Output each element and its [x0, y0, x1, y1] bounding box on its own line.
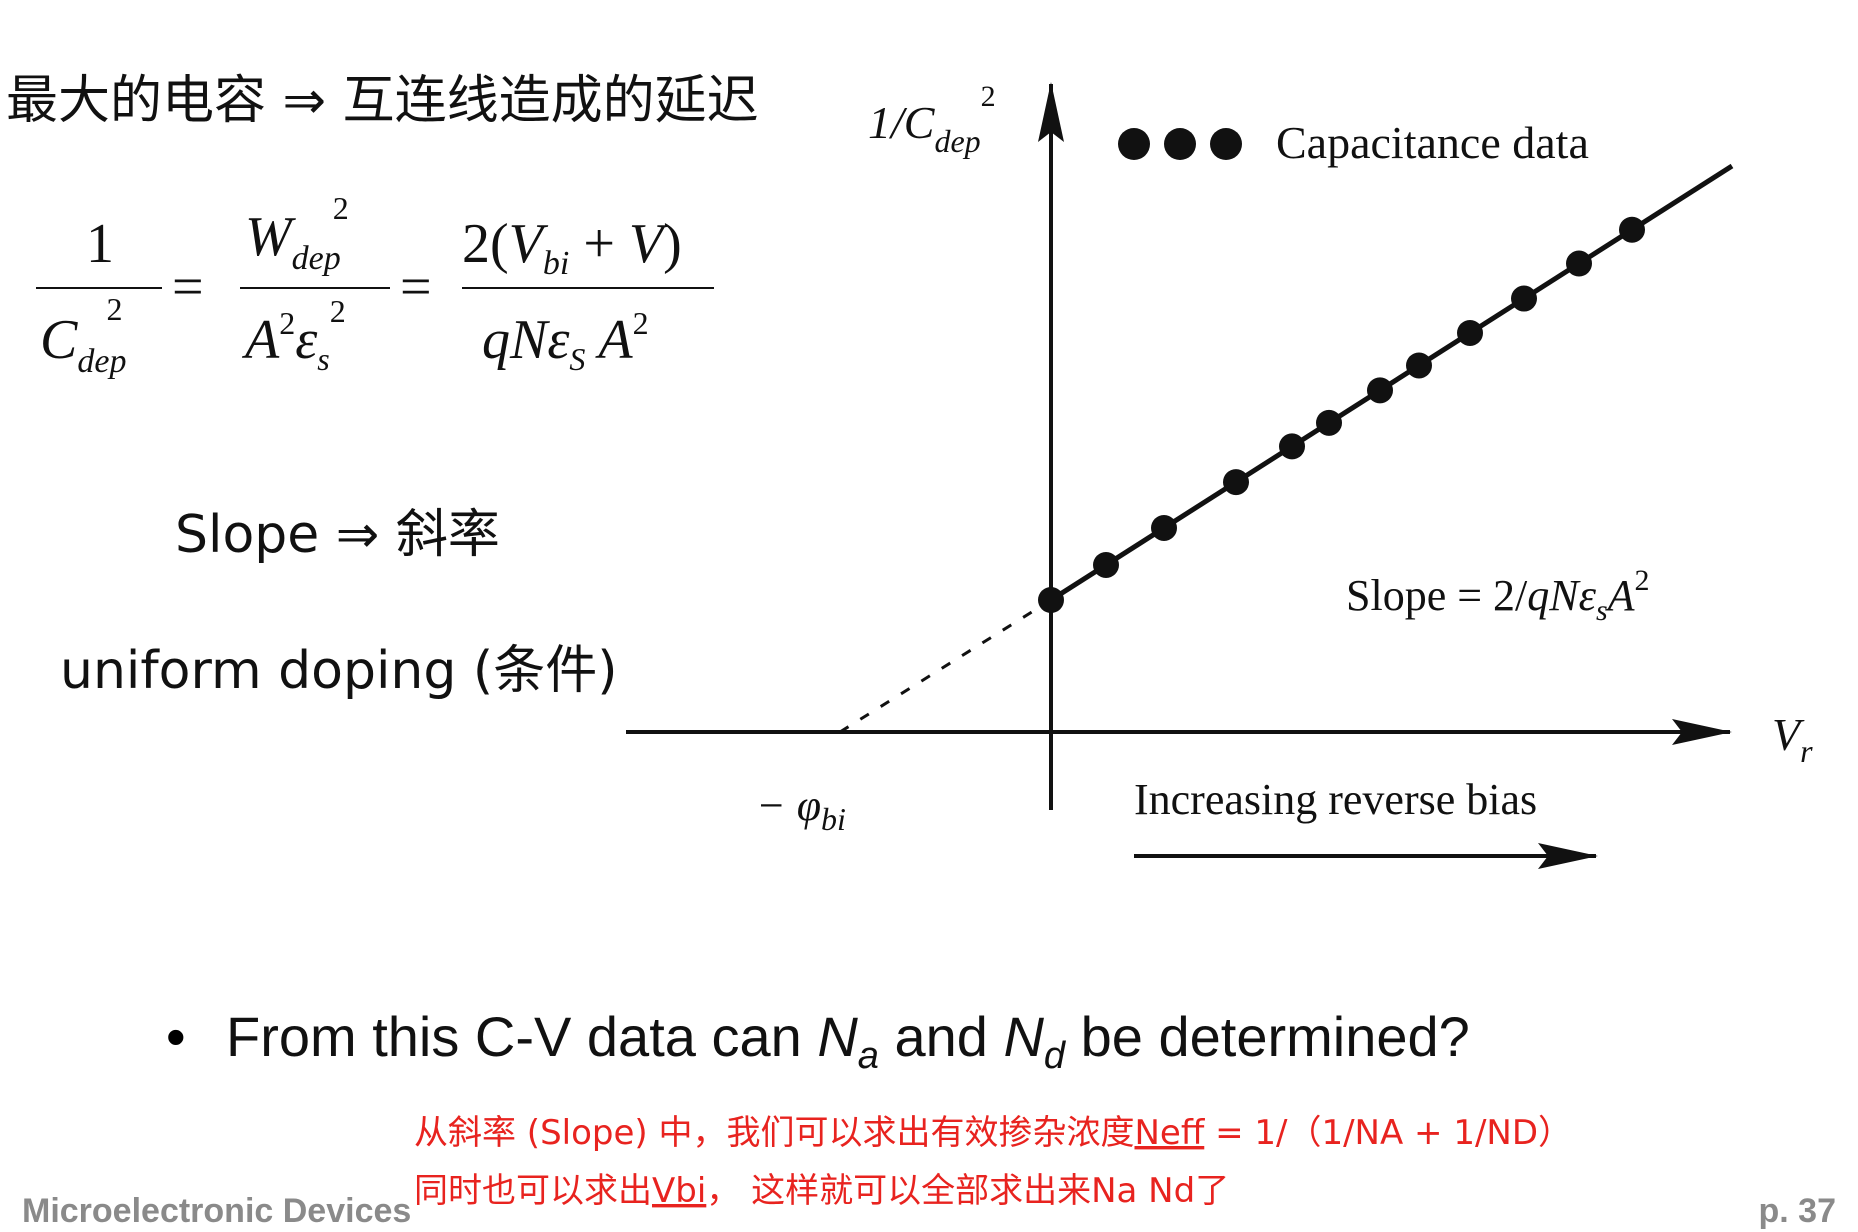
eq-text: 2(Vbi + V): [462, 213, 682, 282]
label-sub: r: [1800, 733, 1813, 769]
label-part: − φ: [756, 781, 821, 830]
eq-sub: bi: [543, 245, 569, 282]
arrow-label: Increasing reverse bias: [1134, 775, 1537, 824]
eq-text: =: [400, 256, 432, 318]
data-point: [1619, 216, 1645, 243]
eq-part: 2(: [462, 213, 509, 275]
eq-text: 1: [86, 213, 114, 275]
text-part: be determined?: [1065, 1005, 1470, 1068]
data-point: [1316, 409, 1342, 436]
bullet-text: From this C-V data can Na and Nd be dete…: [226, 1005, 1470, 1077]
text-part: Vbi: [652, 1171, 706, 1211]
eq-sub: dep: [77, 343, 126, 380]
data-point: [1511, 285, 1537, 312]
label-part: 1/C: [868, 97, 936, 148]
eq-part: A: [585, 309, 633, 371]
footer-title: Microelectronic Devices: [22, 1192, 411, 1230]
label-sub: dep: [934, 123, 980, 159]
red-note: 同时也可以求出Vbi， 这样就可以全部求出来Na Nd了: [414, 1171, 1229, 1211]
text-part: 从斜率 (Slope) 中，我们可以求出有效掺杂浓度: [414, 1113, 1134, 1153]
data-point: [1093, 551, 1119, 578]
note: uniform doping (条件): [60, 641, 617, 701]
label-part: qNε: [1527, 571, 1596, 620]
text-part: = 1/（1/NA + 1/ND）: [1204, 1113, 1572, 1153]
text-part: and: [879, 1005, 1004, 1068]
extrapolation: [839, 598, 1052, 734]
eq-text: A2εs2: [241, 293, 346, 377]
eq-sup: 2: [279, 305, 295, 341]
eq-sub: s: [317, 341, 329, 377]
equation: 1 Cdep2 = Wdep2 A2εs2 = 2(Vbi + V) qNεS …: [36, 190, 714, 380]
eq-part: +: [569, 213, 629, 275]
eq-text: Wdep 2: [245, 190, 349, 277]
label-sub: s: [1596, 594, 1608, 627]
eq-part: V: [509, 213, 549, 275]
y-axis-label: 1/Cdep2: [868, 80, 996, 159]
label-sup: 2: [1635, 564, 1650, 597]
text-part: N: [817, 1005, 858, 1068]
eq-sup: 2: [330, 293, 346, 329]
label-sup: 2: [981, 80, 996, 113]
eq-part: ): [663, 213, 682, 275]
eq-sub: dep: [292, 240, 341, 277]
eq-sup: 2: [106, 291, 122, 327]
eq-part: qNε: [482, 309, 570, 371]
note: 最大的电容 ⇒ 互连线造成的延迟: [6, 71, 759, 131]
cv-diagram: 1/Cdep2 Vr − φbi Capacitance data Slope …: [626, 80, 1813, 869]
legend-label: Capacitance data: [1276, 117, 1589, 168]
text-sub: d: [1044, 1035, 1067, 1077]
eq-text: =: [172, 256, 204, 318]
text-part: N: [1003, 1005, 1044, 1068]
data-point: [1406, 352, 1432, 379]
red-note: 从斜率 (Slope) 中，我们可以求出有效掺杂浓度Neff = 1/（1/NA…: [414, 1113, 1572, 1153]
data-point: [1367, 377, 1393, 404]
data-point: [1457, 319, 1483, 346]
intercept-label: − φbi: [756, 781, 846, 837]
label-sub: bi: [821, 801, 846, 837]
text-part: 同时也可以求出: [414, 1171, 652, 1211]
text-sub: a: [858, 1035, 879, 1077]
legend-dot: [1210, 128, 1242, 160]
text-part: Neff: [1134, 1113, 1205, 1153]
legend-dot: [1164, 128, 1196, 160]
eq-part: V: [629, 213, 669, 275]
slope-label: Slope = 2/qNεsA2: [1346, 564, 1650, 627]
eq-part: A: [241, 309, 280, 371]
note: Slope ⇒ 斜率: [175, 505, 500, 565]
eq-part: W: [245, 206, 296, 268]
page-number: p. 37: [1759, 1192, 1836, 1230]
eq-sub: S: [569, 341, 585, 377]
data-point: [1223, 469, 1249, 496]
eq-sup: 2: [633, 305, 649, 341]
data-point: [1151, 514, 1177, 541]
label-part: Slope = 2/: [1346, 571, 1528, 620]
x-axis-label: Vr: [1772, 709, 1813, 769]
eq-part: C: [40, 309, 78, 371]
eq-sup: 2: [333, 190, 349, 226]
eq-part: ε: [295, 309, 318, 371]
bullet-dot: •: [166, 1005, 186, 1068]
text-part: From this C-V data can: [226, 1005, 817, 1068]
label-part: V: [1772, 709, 1805, 760]
data-point: [1566, 250, 1592, 277]
legend-dot: [1118, 128, 1150, 160]
eq-text: qNεS A2: [482, 305, 649, 377]
text-part: ， 这样就可以全部求出来Na Nd了: [706, 1171, 1229, 1211]
data-point: [1279, 433, 1305, 460]
eq-text: Cdep 2: [40, 291, 126, 380]
data-point: [1038, 587, 1064, 613]
label-part: A: [1605, 571, 1636, 620]
